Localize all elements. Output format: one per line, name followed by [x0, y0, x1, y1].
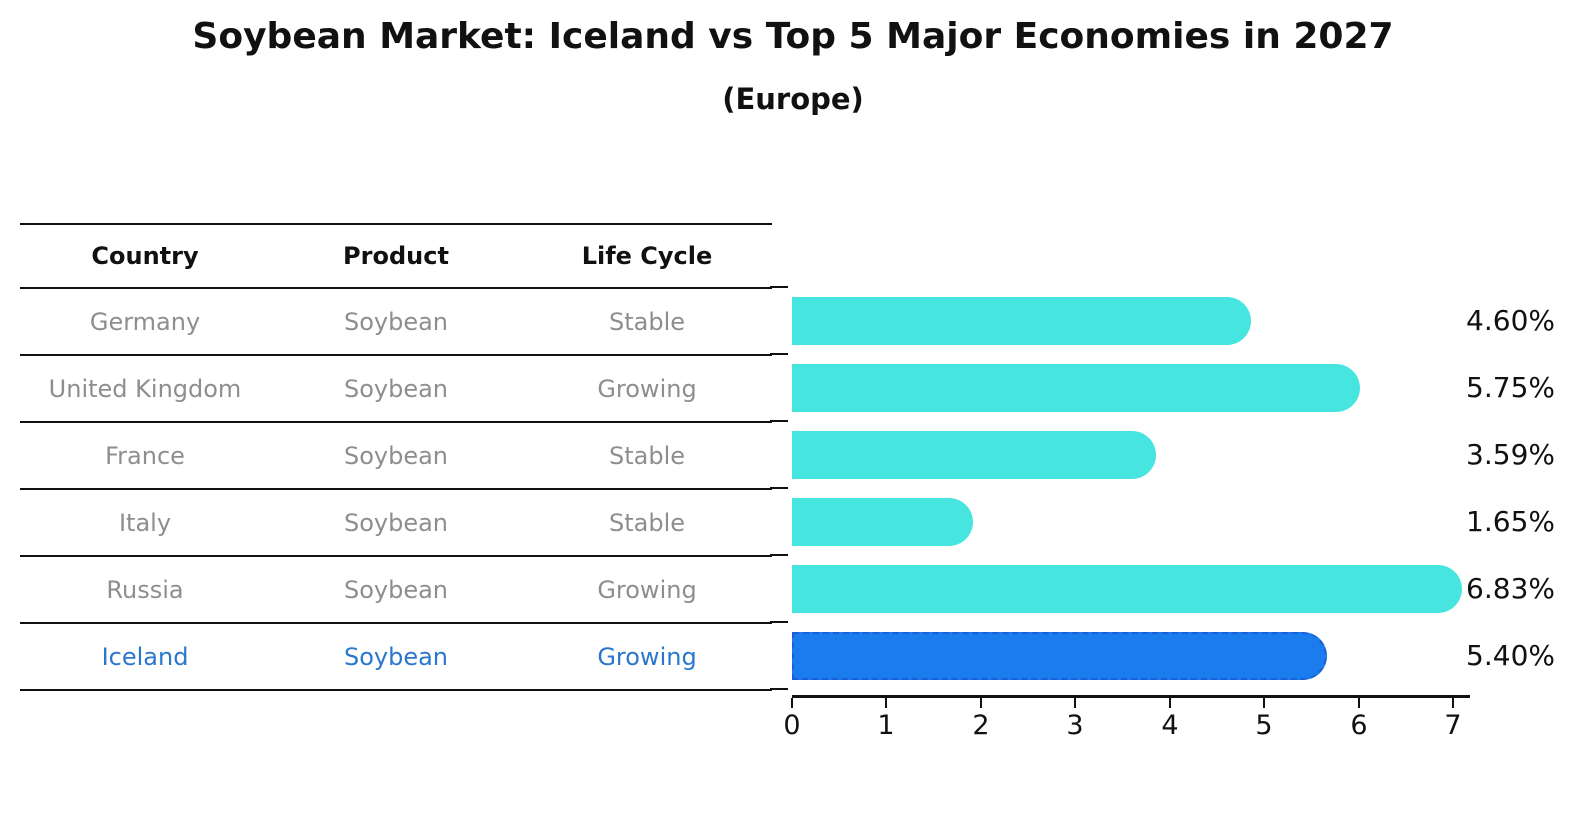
chart-title: Soybean Market: Iceland vs Top 5 Major E…	[192, 16, 1394, 57]
life-cycle-cell: Stable	[608, 441, 686, 470]
x-axis-tick-label: 1	[877, 710, 895, 741]
column-header-product: Product	[343, 242, 449, 270]
y-axis-tick	[770, 487, 788, 489]
x-axis-tick	[885, 698, 887, 708]
x-axis-tick	[1074, 698, 1076, 708]
country-cell: Russia	[106, 575, 184, 604]
value-label-germany: 4.60%	[1466, 304, 1555, 337]
table-body: Germany Soybean Stable United Kingdom Soybea…	[20, 289, 772, 691]
table-row-italy: Italy Soybean Stable	[20, 490, 772, 557]
x-axis-tick	[1358, 698, 1360, 708]
bar-row-russia	[792, 555, 1470, 622]
life-cycle-cell: Growing	[597, 642, 697, 671]
y-axis-tick	[770, 554, 788, 556]
x-axis-tick-label: 2	[972, 710, 990, 741]
product-cell: Soybean	[343, 441, 449, 470]
table-row-germany: Germany Soybean Stable	[20, 289, 772, 356]
y-axis-tick	[770, 286, 788, 288]
life-cycle-cell: Growing	[597, 374, 697, 403]
bar-italy	[792, 497, 973, 546]
bar-russia	[792, 564, 1462, 613]
bar-united-kingdom	[792, 363, 1360, 412]
column-header-country: Country	[91, 242, 199, 270]
chart-subtitle: (Europe)	[722, 82, 864, 116]
x-axis-tick	[1263, 698, 1265, 708]
x-axis-tick	[791, 698, 793, 708]
bar-row-united-kingdom	[792, 354, 1470, 421]
life-cycle-cell: Stable	[608, 508, 686, 537]
bar-row-italy	[792, 488, 1470, 555]
bar-iceland	[792, 631, 1327, 680]
product-cell: Soybean	[343, 307, 449, 336]
x-axis-tick	[1169, 698, 1171, 708]
product-cell: Soybean	[343, 575, 449, 604]
y-axis-tick	[770, 420, 788, 422]
life-cycle-cell: Growing	[597, 575, 697, 604]
y-axis-tick	[770, 621, 788, 623]
bar-row-france	[792, 421, 1470, 488]
y-axis-tick	[770, 688, 788, 690]
country-cell: Germany	[89, 307, 201, 336]
bar-row-iceland	[792, 622, 1470, 689]
value-label-united-kingdom: 5.75%	[1466, 371, 1555, 404]
data-table: Country Product Life Cycle Germany Soybea…	[20, 223, 772, 691]
column-header-life-cycle: Life Cycle	[581, 242, 713, 270]
x-axis-line	[792, 695, 1470, 698]
country-cell: France	[105, 441, 185, 470]
table-row-russia: Russia Soybean Growing	[20, 557, 772, 624]
value-label-russia: 6.83%	[1466, 572, 1555, 605]
country-cell: United Kingdom	[48, 374, 242, 403]
x-axis-tick-label: 6	[1350, 710, 1368, 741]
value-label-france: 3.59%	[1466, 438, 1555, 471]
product-cell: Soybean	[343, 374, 449, 403]
life-cycle-cell: Stable	[608, 307, 686, 336]
x-axis-tick	[1452, 698, 1454, 708]
value-label-iceland: 5.40%	[1466, 639, 1555, 672]
x-axis-tick-label: 5	[1255, 710, 1273, 741]
table-header-row: Country Product Life Cycle	[20, 225, 772, 289]
x-axis-tick-label: 3	[1066, 710, 1084, 741]
y-axis-tick	[770, 353, 788, 355]
table-row-iceland: Iceland Soybean Growing	[20, 624, 772, 691]
x-axis-tick-label: 7	[1444, 710, 1462, 741]
bar-plot-area	[770, 286, 1470, 690]
bar-row-germany	[792, 287, 1470, 354]
bar-france	[792, 430, 1156, 479]
country-cell: Italy	[118, 508, 172, 537]
product-cell: Soybean	[343, 642, 449, 671]
product-cell: Soybean	[343, 508, 449, 537]
table-row-united-kingdom: United Kingdom Soybean Growing	[20, 356, 772, 423]
x-axis-tick-label: 4	[1161, 710, 1179, 741]
country-cell: Iceland	[101, 642, 189, 671]
x-axis-tick	[980, 698, 982, 708]
x-axis-tick-label: 0	[783, 710, 801, 741]
table-row-france: France Soybean Stable	[20, 423, 772, 490]
bar-germany	[792, 296, 1251, 345]
value-label-italy: 1.65%	[1466, 505, 1555, 538]
